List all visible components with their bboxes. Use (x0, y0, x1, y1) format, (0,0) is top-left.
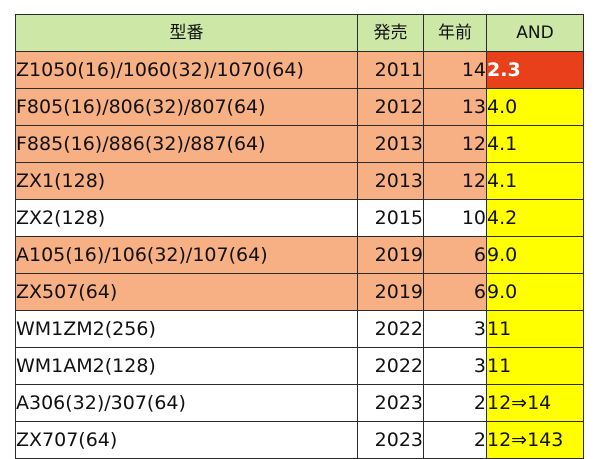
table-row: ZX707(64) 2023 2 12⇒143 (15, 421, 584, 459)
cell-android-version: 4.0 (486, 88, 584, 126)
table-row: A105(16)/106(32)/107(64) 2019 6 9.0 (15, 236, 584, 274)
cell-release-year: 2022 (357, 310, 424, 348)
cell-release-year: 2013 (357, 125, 424, 163)
cell-model: WM1AM2(128) (15, 347, 358, 385)
cell-years-ago: 6 (423, 273, 487, 311)
cell-years-ago: 3 (423, 347, 487, 385)
cell-model: ZX507(64) (15, 273, 358, 311)
table-row: F885(16)/886(32)/887(64) 2013 12 4.1 (15, 125, 584, 163)
cell-android-version: 11 (486, 347, 584, 385)
cell-model: ZX1(128) (15, 162, 358, 200)
cell-years-ago: 10 (423, 199, 487, 237)
table-row: WM1ZM2(256) 2022 3 11 (15, 310, 584, 348)
cell-years-ago: 3 (423, 310, 487, 348)
cell-model: A105(16)/106(32)/107(64) (15, 236, 358, 274)
cell-android-version: 4.2 (486, 199, 584, 237)
cell-years-ago: 13 (423, 88, 487, 126)
cell-years-ago: 14 (423, 51, 487, 89)
cell-release-year: 2015 (357, 199, 424, 237)
cell-android-version: 12⇒143 (486, 421, 584, 459)
table-row: ZX2(128) 2015 10 4.2 (15, 199, 584, 237)
cell-years-ago: 12 (423, 125, 487, 163)
cell-model: F805(16)/806(32)/807(64) (15, 88, 358, 126)
cell-release-year: 2023 (357, 421, 424, 459)
cell-years-ago: 2 (423, 421, 487, 459)
table-row: WM1AM2(128) 2022 3 11 (15, 347, 584, 385)
header-model: 型番 (15, 14, 358, 52)
cell-model: WM1ZM2(256) (15, 310, 358, 348)
cell-android-version: 2.3 (486, 51, 584, 89)
cell-release-year: 2019 (357, 236, 424, 274)
header-years-ago: 年前 (423, 14, 487, 52)
header-android-version: AND (486, 14, 584, 52)
header-release-year: 発売 (357, 14, 424, 52)
table-row: ZX507(64) 2019 6 9.0 (15, 273, 584, 311)
cell-android-version: 4.1 (486, 162, 584, 200)
table-header-row: 型番 発売 年前 AND (15, 14, 584, 52)
cell-release-year: 2013 (357, 162, 424, 200)
cell-release-year: 2022 (357, 347, 424, 385)
table-row: A306(32)/307(64) 2023 2 12⇒14 (15, 384, 584, 422)
cell-android-version: 12⇒14 (486, 384, 584, 422)
cell-release-year: 2019 (357, 273, 424, 311)
cell-release-year: 2012 (357, 88, 424, 126)
model-spec-table: 型番 発売 年前 AND Z1050(16)/1060(32)/1070(64)… (15, 14, 584, 459)
cell-model: Z1050(16)/1060(32)/1070(64) (15, 51, 358, 89)
cell-years-ago: 12 (423, 162, 487, 200)
cell-model: ZX2(128) (15, 199, 358, 237)
cell-release-year: 2023 (357, 384, 424, 422)
cell-model: ZX707(64) (15, 421, 358, 459)
cell-android-version: 9.0 (486, 236, 584, 274)
cell-android-version: 4.1 (486, 125, 584, 163)
cell-model: A306(32)/307(64) (15, 384, 358, 422)
cell-model: F885(16)/886(32)/887(64) (15, 125, 358, 163)
table-row: Z1050(16)/1060(32)/1070(64) 2011 14 2.3 (15, 51, 584, 89)
table-row: F805(16)/806(32)/807(64) 2012 13 4.0 (15, 88, 584, 126)
cell-years-ago: 2 (423, 384, 487, 422)
cell-release-year: 2011 (357, 51, 424, 89)
table-row: ZX1(128) 2013 12 4.1 (15, 162, 584, 200)
cell-android-version: 11 (486, 310, 584, 348)
cell-years-ago: 6 (423, 236, 487, 274)
cell-android-version: 9.0 (486, 273, 584, 311)
